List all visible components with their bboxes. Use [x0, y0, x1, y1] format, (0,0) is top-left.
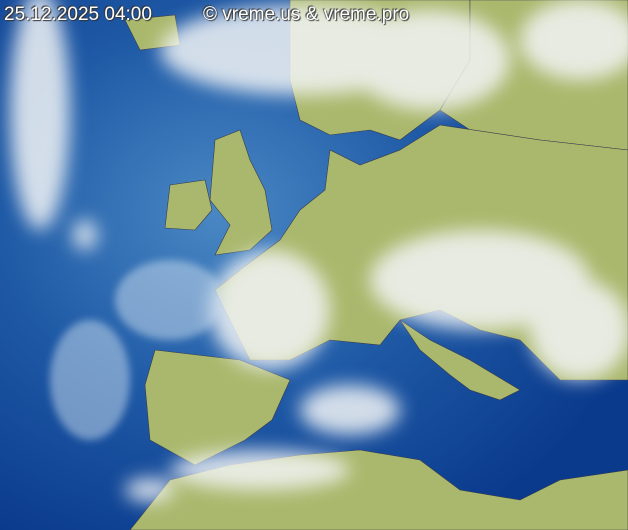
britain [209, 129, 273, 256]
timestamp-label: 25.12.2025 04:00 [4, 4, 152, 25]
cloud-cover [10, 0, 628, 502]
ireland [164, 179, 213, 231]
thin-cloud [50, 260, 225, 440]
italy [399, 319, 521, 401]
copyright-label: © vreme.us & vreme.pro [203, 4, 410, 25]
